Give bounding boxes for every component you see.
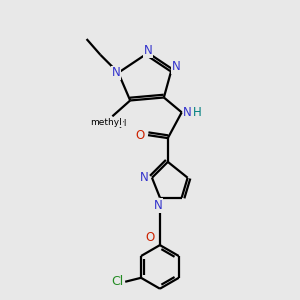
Text: O: O [146, 231, 154, 244]
Text: N: N [183, 106, 192, 119]
Text: Cl: Cl [111, 275, 123, 288]
Text: O: O [136, 129, 145, 142]
Text: methyl: methyl [98, 119, 127, 128]
Text: N: N [171, 60, 180, 73]
Text: N: N [140, 171, 148, 184]
Text: N: N [144, 44, 152, 57]
Text: N: N [112, 66, 121, 79]
Text: H: H [193, 106, 202, 119]
Text: methyl: methyl [91, 118, 122, 127]
Text: N: N [154, 199, 162, 212]
